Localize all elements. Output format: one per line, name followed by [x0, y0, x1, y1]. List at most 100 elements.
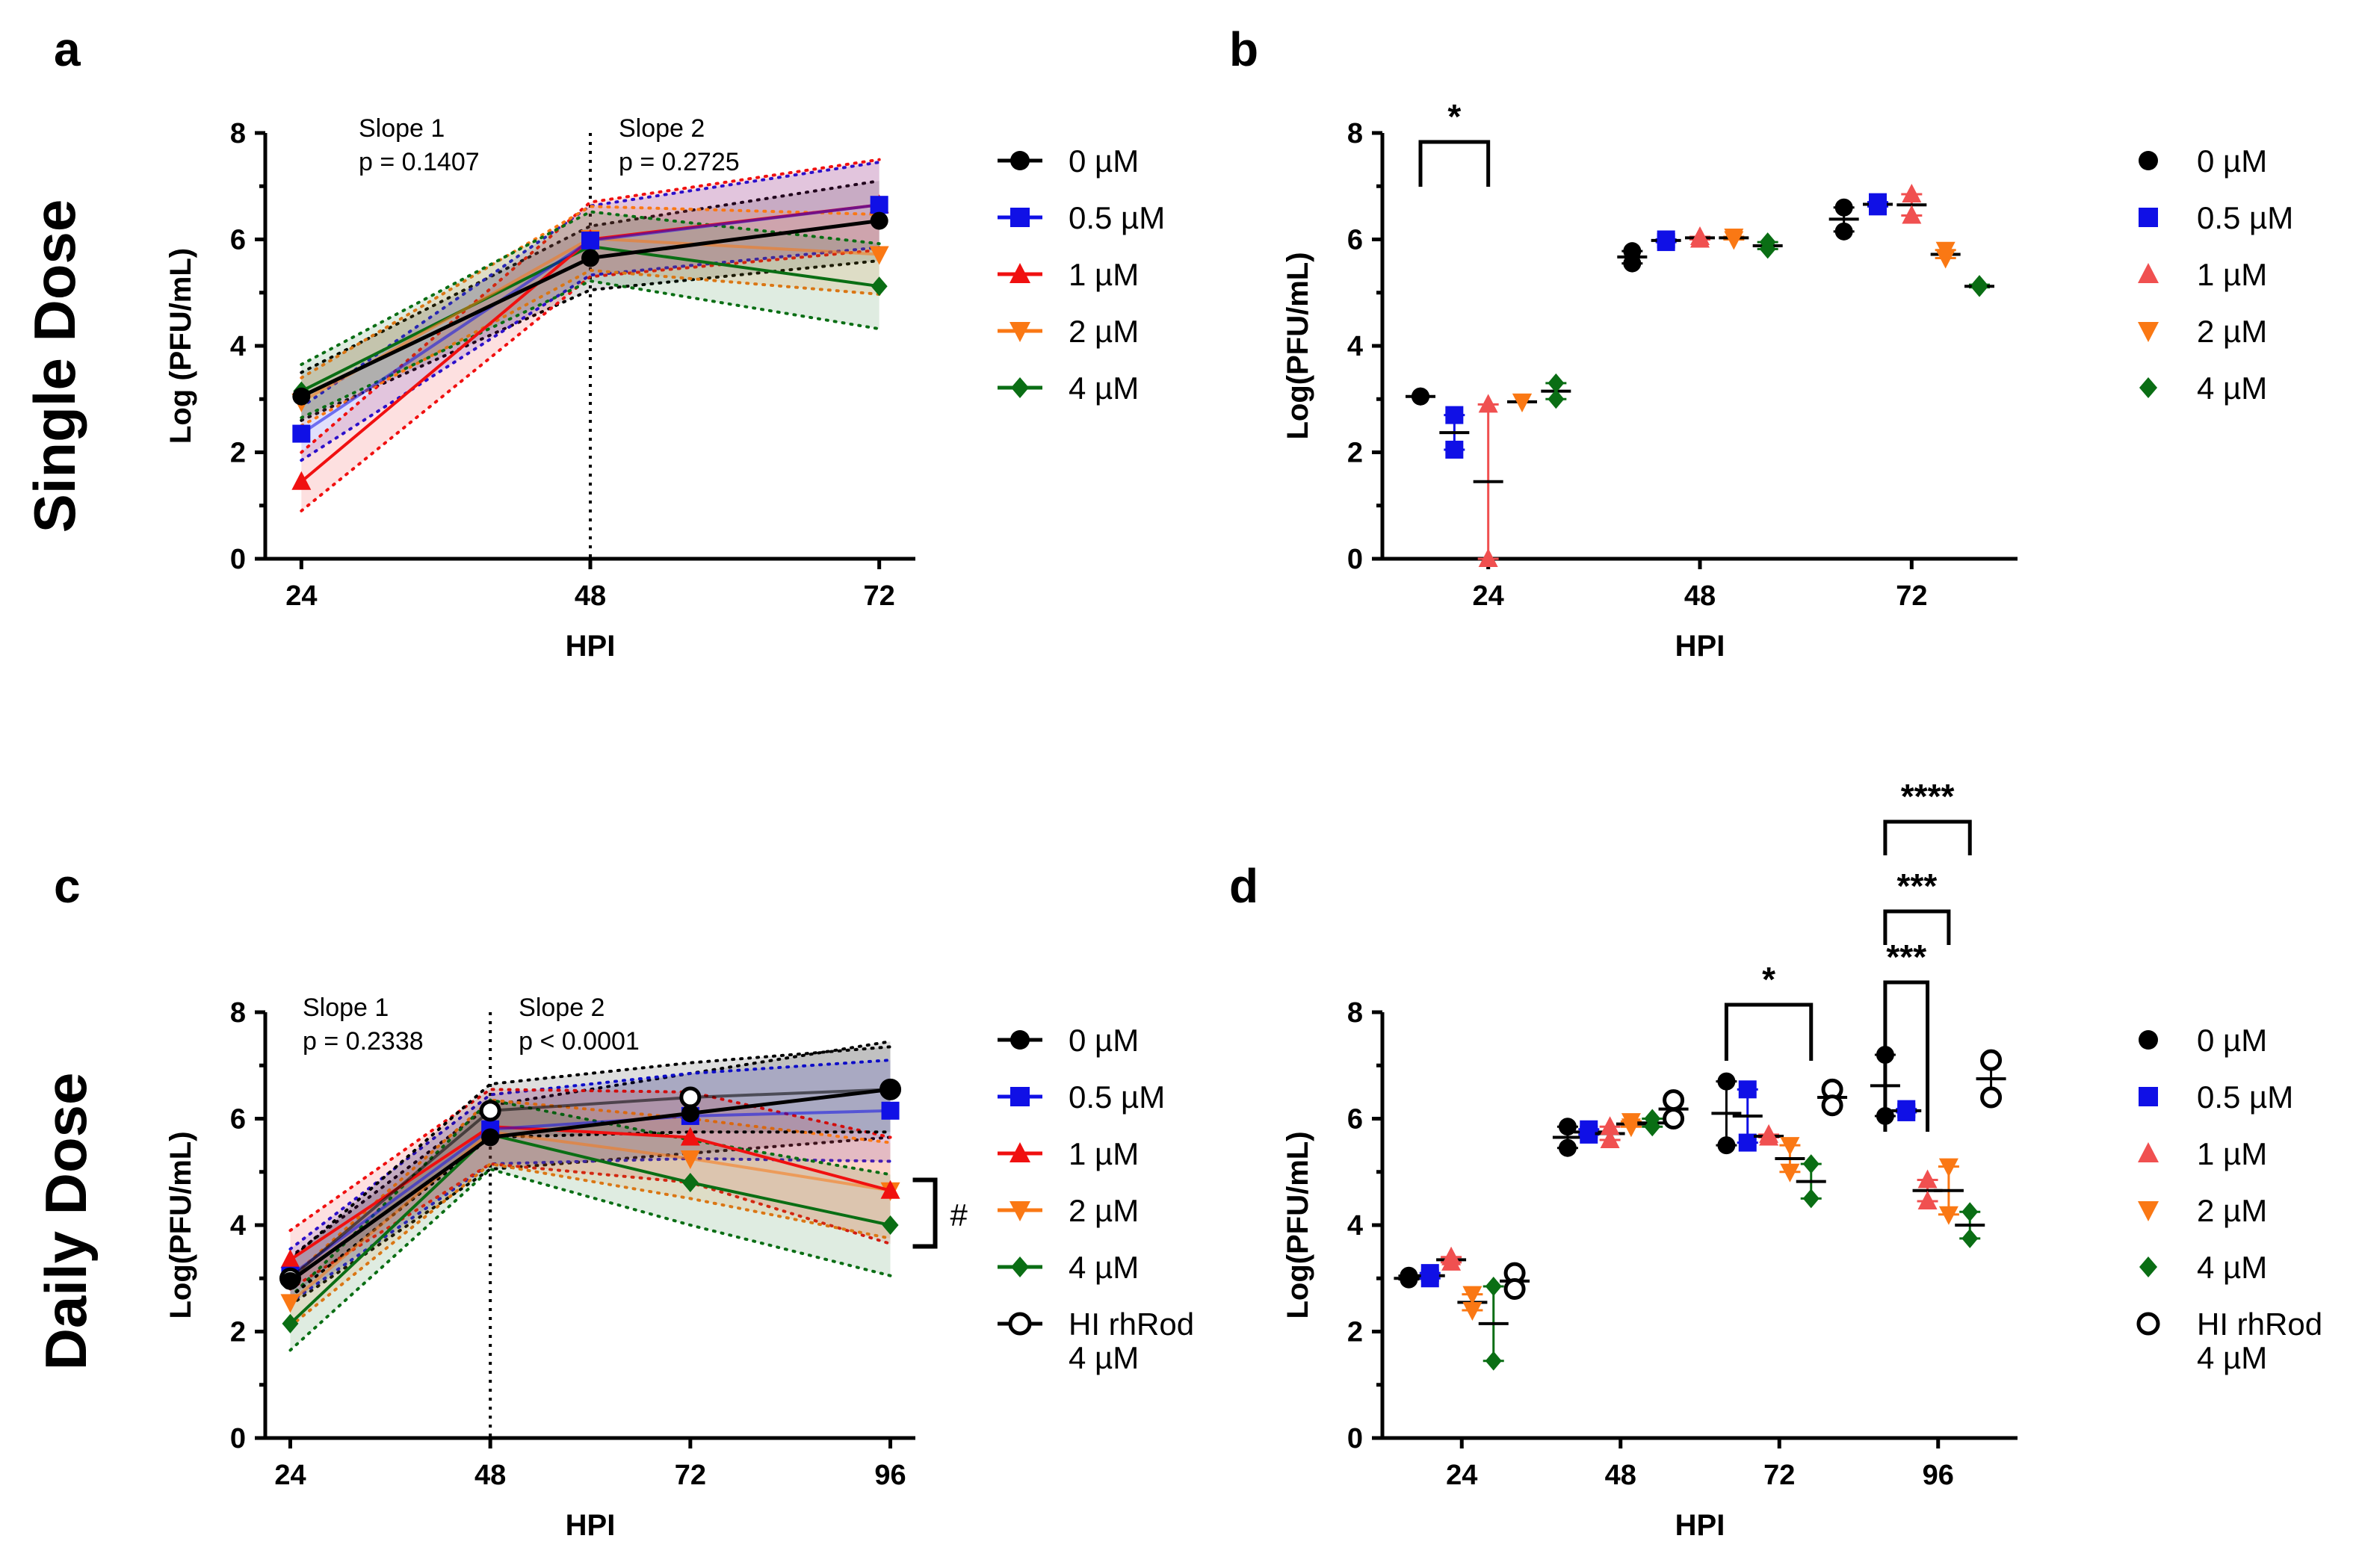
a-ci-lower [300, 246, 881, 462]
b-legend-marker [2139, 151, 2158, 170]
c-ci-upper [288, 1098, 892, 1280]
c-legend-marker [1011, 1256, 1029, 1277]
b-data-point [1690, 229, 1710, 248]
d-legend-marker [2139, 1087, 2158, 1106]
d-data-point [1600, 1129, 1620, 1148]
d-data-point [1980, 1049, 2003, 1071]
a-data-point [581, 249, 599, 267]
c-slope2-title: Slope 2 [519, 994, 605, 1022]
a-data-point [869, 246, 889, 265]
d-sig-label: * [1762, 960, 1775, 999]
c-legend-label: 1 µM [1069, 1136, 1139, 1171]
d-xtick-label: 72 [1763, 1460, 1795, 1491]
c-series-line [289, 1130, 891, 1304]
d-legend-marker [2138, 1142, 2159, 1162]
b-data-point [1902, 205, 1922, 224]
a-data-point [871, 276, 888, 297]
c-data-point [280, 1294, 300, 1313]
b-sig-label: * [1447, 97, 1461, 136]
d-data-point [1462, 1302, 1483, 1321]
a-legend-label: 4 µM [1069, 371, 1139, 406]
b-sig-bracket [1418, 140, 1491, 187]
d-data-point [1759, 1127, 1779, 1146]
d-data-point [1917, 1169, 1938, 1189]
a-data-point [292, 387, 311, 406]
d-data-point [1663, 1108, 1685, 1129]
d-data-point [1644, 1117, 1661, 1137]
d-legend-marker [2139, 1030, 2158, 1050]
b-legend-label: 1 µM [2197, 257, 2267, 292]
c-slope1-title: Slope 1 [303, 994, 389, 1022]
a-xtick-label: 72 [864, 580, 895, 612]
d-data-point [1663, 1089, 1685, 1112]
panel-letter-c: c [54, 859, 81, 913]
c-ci-band [290, 1089, 891, 1289]
a-data-point [292, 424, 311, 443]
d-data-point [1621, 1118, 1641, 1138]
d-yaxis-title: Log(PFU/mL) [1281, 1131, 1314, 1318]
d-ytick-label: 8 [1347, 997, 1363, 1029]
a-ytick-label: 8 [230, 118, 246, 149]
d-ytick-label: 4 [1347, 1210, 1363, 1242]
d-data-point [1780, 1137, 1800, 1156]
c-yaxis-title: Log(PFU/mL) [164, 1131, 197, 1318]
c-ci-lower [288, 1156, 892, 1304]
a-ci-lower [300, 279, 881, 420]
row-label-daily-dose: Daily Dose [33, 1073, 99, 1371]
c-ci-band [290, 1100, 891, 1351]
c-data-point [882, 1215, 899, 1235]
d-sig-label: *** [1897, 867, 1938, 905]
a-xaxis-title: HPI [566, 630, 616, 663]
b-data-point [1445, 406, 1464, 424]
a-legend-label: 0.5 µM [1069, 200, 1165, 235]
b-data-point [1759, 239, 1776, 259]
c-data-point [881, 1101, 900, 1120]
b-data-point [1724, 231, 1744, 250]
b-data-point [1834, 222, 1853, 241]
c-legend-marker [1010, 1030, 1030, 1050]
a-xtick-label: 24 [285, 580, 317, 612]
c-ci-lower [288, 1135, 892, 1307]
b-data-point [1445, 440, 1464, 459]
b-legend-label: 0 µM [2197, 143, 2267, 179]
c-series-line [289, 1088, 891, 1280]
b-data-point [1657, 233, 1675, 252]
a-legend-label: 2 µM [1069, 314, 1139, 349]
c-xtick-label: 96 [874, 1460, 906, 1491]
b-ytick-label: 6 [1347, 225, 1363, 256]
d-data-point [1738, 1133, 1757, 1152]
d-data-point [1938, 1158, 1958, 1177]
d-data-point [1600, 1116, 1620, 1135]
d-legend-label: HI rhRod [2197, 1307, 2322, 1342]
c-xtick-label: 24 [274, 1460, 306, 1491]
d-data-point [1961, 1202, 1979, 1222]
a-legend-marker [1011, 377, 1029, 398]
d-legend-label: 4 µM [2197, 1340, 2267, 1375]
b-legend-marker [2139, 208, 2158, 227]
c-data-point [280, 1249, 300, 1268]
b-ytick-label: 2 [1347, 438, 1363, 469]
c-ci-band [290, 1100, 891, 1327]
c-legend-marker [1010, 1142, 1030, 1162]
c-data-point [679, 1086, 702, 1109]
a-data-point [870, 211, 888, 230]
a-xtick-label: 48 [575, 580, 606, 612]
d-ytick-label: 6 [1347, 1104, 1363, 1135]
d-legend-marker [2136, 1312, 2160, 1336]
d-legend-label: 2 µM [2197, 1193, 2267, 1228]
d-legend-label: 4 µM [2197, 1250, 2267, 1285]
d-data-point [1503, 1278, 1526, 1300]
a-slope1-p: p = 0.1407 [359, 148, 480, 176]
d-data-point [1420, 1269, 1439, 1288]
b-legend-label: 0.5 µM [2197, 200, 2293, 235]
panel-letter-b: b [1229, 22, 1258, 76]
a-ci-band [301, 206, 879, 426]
a-slope2-p: p = 0.2725 [619, 148, 740, 176]
c-data-point [680, 1150, 700, 1169]
c-legend-label: HI rhRod [1069, 1307, 1194, 1342]
d-data-point [1802, 1189, 1820, 1209]
b-data-point [1548, 389, 1565, 409]
